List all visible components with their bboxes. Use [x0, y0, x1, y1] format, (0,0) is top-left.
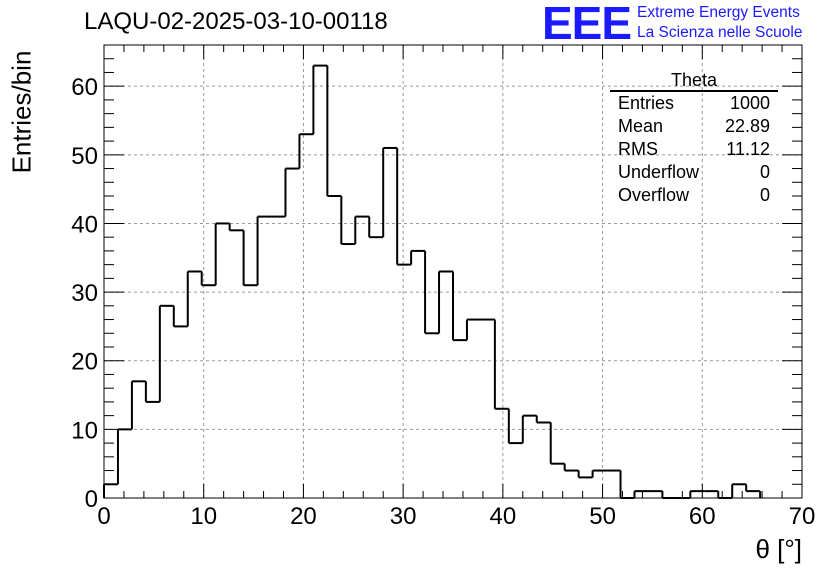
- x-tick-label: 0: [97, 503, 110, 530]
- histogram-bin: [577, 470, 593, 479]
- histogram-bin: [354, 215, 370, 245]
- histogram-bin: [438, 270, 453, 334]
- stats-row: RMS 11.12: [610, 138, 778, 161]
- eee-logo-text: Extreme Energy Events La Scienza nelle S…: [637, 3, 802, 43]
- histogram-bin: [298, 133, 314, 169]
- plot-frame: [103, 44, 803, 499]
- histogram-bin: [410, 249, 426, 265]
- stats-value: 0: [759, 162, 770, 182]
- histogram-bin: [521, 414, 537, 444]
- histogram-bin: [242, 230, 258, 287]
- x-axis-label: θ [°]: [755, 534, 802, 564]
- x-tick-label: 20: [290, 503, 317, 530]
- histogram-bin: [661, 491, 677, 499]
- x-tick-label: 40: [490, 503, 517, 530]
- stats-row: Entries 1000: [610, 92, 778, 115]
- histogram-bin: [382, 146, 398, 238]
- y-tick-label: 50: [71, 143, 98, 170]
- histogram-bin: [465, 318, 481, 341]
- x-tick-label: 60: [689, 503, 716, 530]
- histogram-bin: [312, 64, 328, 135]
- eee-logo-mark: EEE: [542, 0, 632, 49]
- histogram-bin: [717, 491, 733, 499]
- histogram-bin: [731, 483, 747, 498]
- histogram-bin: [144, 381, 160, 403]
- histogram-bin: [200, 271, 216, 287]
- stats-box: Theta Entries 1000 Mean 22.89 RMS 11.12 Underf…: [610, 70, 778, 207]
- stats-row: Overflow 0: [610, 184, 778, 207]
- histogram-bin: [424, 250, 440, 335]
- stats-value: 11.12: [726, 139, 770, 159]
- stats-rows: Entries 1000 Mean 22.89 RMS 11.12 Underflow 0 Ov…: [610, 92, 778, 207]
- histogram-bin: [340, 196, 356, 246]
- histogram-bin: [452, 271, 467, 342]
- logo-line-2: La Scienza nelle Scuole: [637, 24, 803, 41]
- stats-label: Entries: [618, 93, 675, 113]
- histogram-bin: [745, 484, 761, 493]
- histogram-bin: [563, 463, 579, 472]
- histogram-bin: [507, 408, 523, 445]
- histogram-bin: [186, 270, 202, 327]
- stats-title: Theta: [610, 70, 778, 92]
- x-tick-label: 70: [789, 503, 816, 530]
- stats-label: Mean: [618, 116, 664, 136]
- histogram-bin: [591, 469, 607, 478]
- axis-ticks: [103, 44, 803, 499]
- histogram-bin: [130, 380, 146, 430]
- histogram-bin: [158, 304, 174, 402]
- histogram-bin: [172, 305, 188, 328]
- x-tick-label: 50: [589, 503, 616, 530]
- histogram-bin: [116, 428, 132, 485]
- x-tick-label: 10: [190, 503, 217, 530]
- y-tick-label: 20: [71, 349, 98, 376]
- histogram-bin: [368, 216, 384, 239]
- y-tick-label: 40: [71, 211, 98, 238]
- stats-value: 22.89: [724, 116, 770, 136]
- histogram-bin: [396, 147, 412, 266]
- stats-label: Overflow: [618, 185, 690, 205]
- chart-title: LAQU-02-2025-03-10-00118: [84, 8, 388, 35]
- histogram-bin: [493, 319, 509, 410]
- tick-labels: 0 10 20 30 40 50 60 70 0 10 20 30 40 50 60: [71, 74, 815, 530]
- stats-value: 1000: [729, 93, 770, 113]
- logo-line-1: Extreme Energy Events: [637, 4, 800, 21]
- histogram-bin: [214, 222, 230, 286]
- stats-value: 0: [759, 185, 770, 205]
- histogram-bin: [549, 422, 565, 465]
- stats-row: Underflow 0: [610, 161, 778, 184]
- histogram-bin: [228, 223, 244, 232]
- x-tick-label: 30: [390, 503, 417, 530]
- histogram-bin: [535, 415, 551, 424]
- y-tick-label: 30: [71, 280, 98, 307]
- y-tick-label: 60: [71, 74, 98, 101]
- histogram-bin: [326, 65, 342, 197]
- histogram-bin: [103, 483, 118, 498]
- y-tick-label: 10: [71, 417, 98, 444]
- stats-label: RMS: [618, 139, 658, 159]
- stats-label: Underflow: [618, 162, 700, 182]
- histogram-bin: [256, 215, 272, 286]
- stats-row: Mean 22.89: [610, 115, 778, 138]
- histogram-bin: [284, 167, 300, 217]
- histogram-bin: [633, 490, 649, 498]
- y-tick-label: 0: [85, 486, 98, 513]
